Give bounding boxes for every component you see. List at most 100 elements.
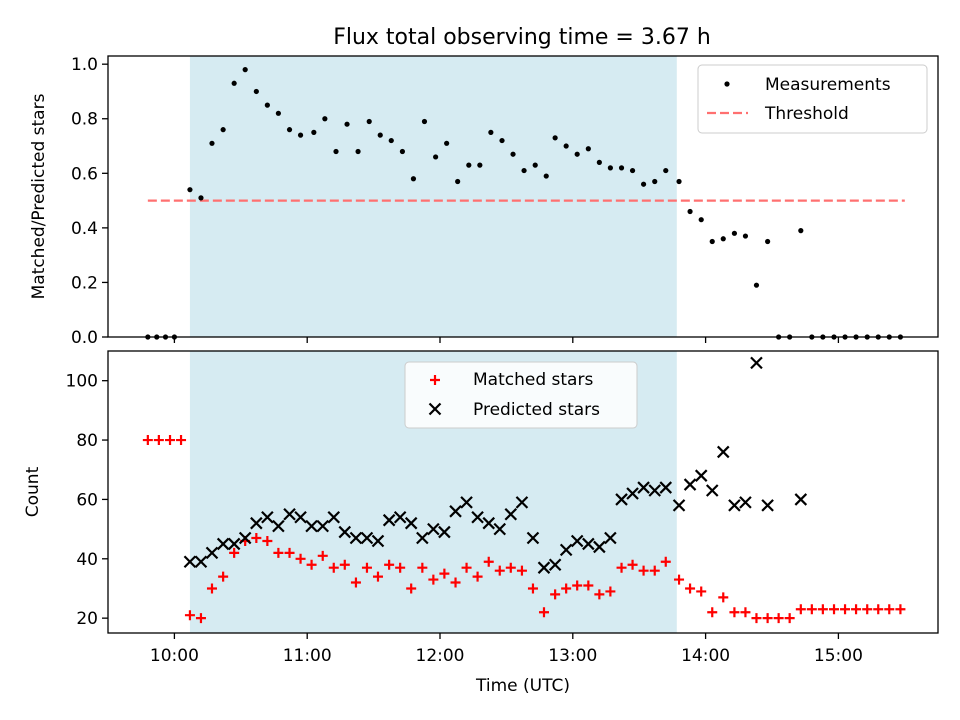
- predicted-stars-point: [327, 510, 341, 524]
- measurements-point: [607, 165, 613, 171]
- measurements-point: [275, 110, 281, 116]
- predicted-stars-point: [648, 484, 662, 497]
- measurements-point: [798, 228, 804, 234]
- matched-stars-point: [660, 556, 671, 567]
- predicted-stars-point: [659, 481, 673, 494]
- predicted-stars-point: [637, 481, 650, 494]
- count-y-axis-label: Count: [23, 466, 43, 517]
- legend-matched-stars-label: Matched stars: [473, 370, 593, 390]
- matched-stars-point: [417, 562, 428, 573]
- y-tick-label: 100: [66, 372, 98, 392]
- matched-stars-series: [142, 435, 906, 624]
- predicted-stars-series: [183, 356, 808, 574]
- matched-stars-point: [638, 565, 649, 576]
- measurements-point: [433, 154, 439, 160]
- matched-stars-point: [306, 559, 317, 570]
- matched-stars-point: [384, 559, 395, 570]
- predicted-stars-point: [305, 519, 318, 533]
- ratio-legend: Measurements Threshold: [697, 64, 928, 134]
- matched-stars-point: [295, 553, 306, 564]
- predicted-stars-point: [559, 543, 573, 557]
- matched-stars-point: [538, 607, 549, 618]
- measurements-point: [563, 143, 569, 149]
- predicted-stars-point: [750, 356, 763, 370]
- measurements-point: [687, 208, 693, 215]
- predicted-stars-point: [537, 561, 551, 574]
- y-tick-label: 0.8: [71, 110, 98, 130]
- predicted-stars-point: [205, 546, 219, 560]
- predicted-stars-point: [272, 519, 285, 533]
- matched-stars-point: [616, 562, 627, 573]
- matched-stars-point: [184, 610, 195, 621]
- matched-stars-point: [729, 607, 740, 618]
- predicted-stars-point: [515, 496, 529, 509]
- x-tick-label: 11:00: [283, 646, 332, 666]
- measurements-point: [187, 187, 193, 193]
- matched-stars-point: [806, 604, 817, 615]
- matched-stars-point: [840, 604, 851, 615]
- matched-stars-point: [851, 604, 862, 615]
- predicted-stars-point: [694, 469, 708, 482]
- matched-stars-point: [685, 583, 696, 594]
- predicted-stars-point: [349, 531, 363, 545]
- matched-stars-point: [153, 435, 164, 446]
- measurements-point: [421, 118, 428, 125]
- predicted-stars-point: [582, 537, 595, 551]
- measurements-point: [596, 159, 602, 165]
- matched-stars-point: [361, 562, 372, 573]
- measurements-point: [388, 137, 394, 144]
- legend-predicted-stars-marker: [428, 402, 442, 416]
- matched-stars-point: [516, 565, 527, 576]
- matched-stars-point: [751, 613, 762, 624]
- matched-stars-point: [328, 562, 339, 573]
- predicted-stars-point: [526, 531, 540, 545]
- predicted-stars-point: [504, 507, 518, 521]
- measurements-point: [231, 80, 237, 86]
- measurements-point: [698, 217, 704, 223]
- matched-stars-point: [273, 547, 284, 558]
- predicted-stars-point: [570, 534, 584, 548]
- predicted-stars-point: [338, 525, 352, 539]
- predicted-stars-point: [460, 496, 473, 509]
- predicted-stars-point: [548, 558, 562, 572]
- predicted-stars-point: [382, 513, 396, 527]
- observing-window-shade: [189, 56, 677, 337]
- matched-stars-point: [195, 613, 206, 624]
- predicted-stars-point: [316, 519, 330, 533]
- matched-stars-point: [829, 604, 840, 615]
- predicted-stars-point: [493, 522, 507, 536]
- matched-stars-point: [494, 565, 505, 576]
- measurements-point: [709, 238, 715, 245]
- predicted-stars-point: [739, 496, 752, 509]
- matched-stars-point: [165, 435, 176, 446]
- matched-stars-point: [251, 533, 262, 544]
- matched-stars-point: [873, 604, 884, 615]
- predicted-stars-point: [261, 510, 274, 524]
- measurements-point: [455, 178, 461, 185]
- matched-stars-point: [395, 562, 406, 573]
- measurements-point: [198, 195, 204, 201]
- predicted-stars-point: [183, 555, 197, 569]
- measurements-point: [499, 137, 505, 144]
- matched-stars-point: [472, 571, 483, 582]
- predicted-stars-point: [716, 445, 730, 459]
- x-tick-label: 10:00: [150, 646, 199, 666]
- measurements-point: [753, 282, 760, 288]
- figure-title: Flux total observing time = 3.67 h: [333, 25, 711, 50]
- predicted-stars-point: [794, 493, 808, 506]
- matched-stars-point: [674, 574, 685, 585]
- ratio-axes-frame: [107, 55, 939, 338]
- measurements-point: [444, 140, 450, 146]
- matched-stars-point: [762, 613, 773, 624]
- matched-stars-point: [450, 577, 461, 588]
- measurements-point: [720, 236, 726, 242]
- matched-stars-point: [505, 562, 516, 573]
- matched-stars-point: [784, 613, 795, 624]
- y-tick-label: 0.2: [71, 273, 98, 293]
- x-tick-label: 12:00: [416, 646, 465, 666]
- measurements-point: [264, 102, 270, 108]
- measurements-point: [543, 173, 549, 179]
- predicted-stars-point: [371, 534, 385, 548]
- legend-matched-stars-marker: [430, 375, 440, 385]
